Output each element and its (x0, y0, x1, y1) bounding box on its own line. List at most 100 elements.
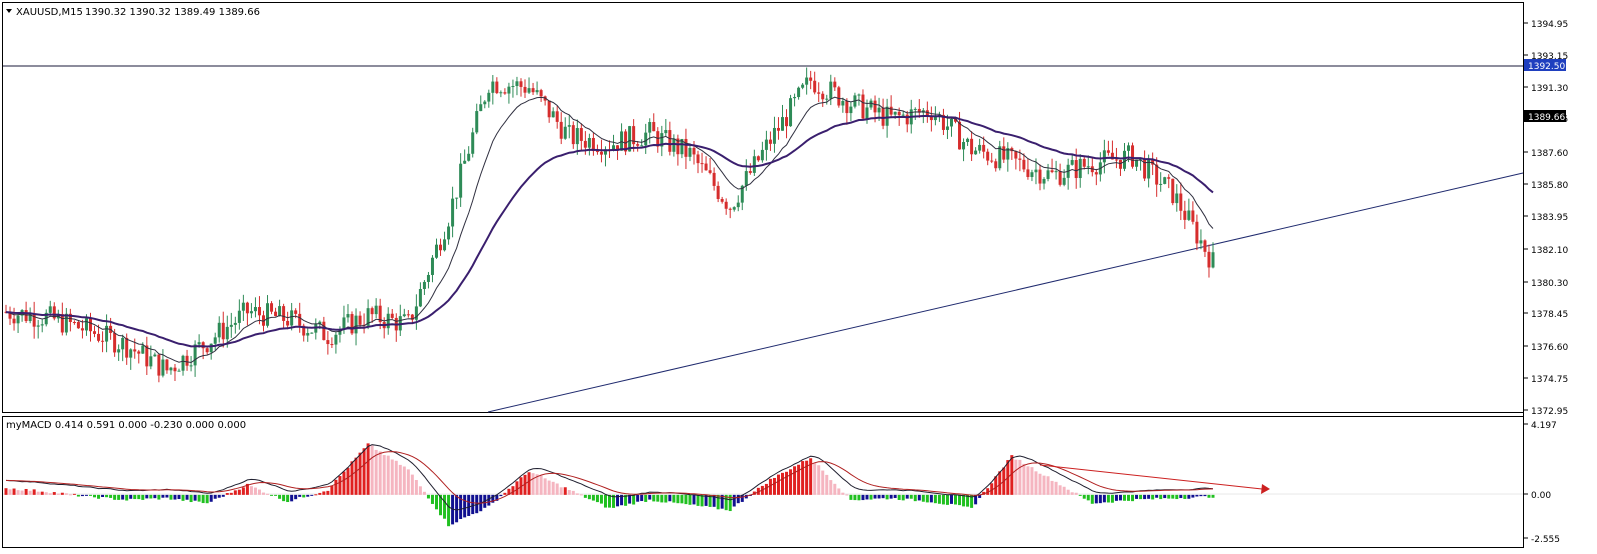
macd-histogram-bar (286, 494, 290, 503)
macd-histogram-bar (1179, 494, 1183, 499)
macd-histogram-bar (1050, 480, 1054, 495)
candle-body (245, 302, 249, 314)
macd-histogram-bar (1090, 494, 1094, 504)
candle-body (306, 333, 310, 336)
macd-histogram-bar (390, 459, 394, 495)
macd-histogram-bar (595, 494, 599, 503)
candle-body (1078, 158, 1082, 179)
macd-histogram-bar (28, 490, 32, 495)
macd-histogram-bar (370, 445, 374, 495)
price-tick: 1383.95 (1531, 213, 1568, 223)
macd-histogram-bar (137, 494, 141, 500)
candle-body (949, 118, 953, 127)
macd-histogram-bar (447, 494, 451, 527)
candle-body (491, 81, 495, 93)
macd-histogram-bar (378, 451, 382, 495)
macd-histogram-bar (1195, 494, 1199, 497)
candle-body (917, 108, 921, 113)
macd-histogram-bar (507, 488, 511, 495)
candle-body (374, 305, 378, 315)
divergence-line[interactable] (1039, 464, 1263, 490)
macd-tick: 4.197 (1531, 421, 1557, 431)
candle-body (587, 137, 591, 148)
macd-histogram-bar (487, 494, 491, 506)
candle-body (905, 114, 909, 125)
candle-body (736, 202, 740, 208)
macd-histogram-bar (475, 494, 479, 514)
candle-body (185, 355, 189, 366)
ma-fast-line (5, 96, 1214, 364)
macd-histogram-bar (1191, 494, 1195, 498)
macd-histogram-bar (511, 486, 515, 495)
price-tick: 1374.75 (1531, 375, 1568, 385)
candle-body (1110, 152, 1114, 160)
candle-body (1211, 252, 1215, 268)
candle-body (36, 325, 40, 327)
candle-body (941, 114, 945, 130)
macd-histogram-bar (88, 494, 92, 496)
candle-body (1147, 159, 1151, 179)
macd-histogram-bar (278, 494, 282, 499)
macd-histogram-bar (1211, 494, 1215, 498)
macd-histogram-bar (941, 494, 945, 505)
candle-body (579, 128, 583, 141)
macd-histogram-bar (173, 494, 177, 500)
candle-body (1139, 158, 1143, 160)
macd-histogram-bar (1106, 494, 1110, 503)
candle-body (290, 310, 294, 326)
macd-histogram-bar (515, 481, 519, 495)
macd-histogram-bar (342, 471, 346, 495)
macd-histogram-bar (358, 452, 362, 495)
macd-histogram-bar (165, 494, 169, 498)
macd-histogram-bar (302, 494, 306, 498)
candle-body (354, 315, 358, 334)
macd-histogram-bar (1074, 492, 1078, 495)
candle-body (266, 303, 270, 326)
candle-body (1022, 159, 1026, 170)
candle-body (998, 146, 1002, 169)
price-tick: 1382.10 (1531, 246, 1568, 256)
ascending-trendline[interactable] (487, 172, 1524, 413)
price-tick: 1385.80 (1531, 181, 1568, 191)
macd-histogram-bar (121, 494, 125, 500)
macd-histogram-bar (181, 494, 185, 501)
macd-histogram-bar (241, 487, 245, 495)
candle-body (1207, 251, 1211, 268)
candle-body (1106, 150, 1110, 153)
macd-histogram-bar (145, 494, 149, 499)
candle-body (700, 163, 704, 165)
candle-body (1006, 148, 1010, 160)
price-tick: 1372.95 (1531, 407, 1568, 417)
macd-histogram-bar (201, 494, 205, 504)
macd-histogram-bar (970, 494, 974, 508)
candle-body (945, 126, 949, 130)
macd-histogram-bar (455, 494, 459, 523)
candle-body (1187, 210, 1191, 220)
macd-histogram-bar (410, 474, 414, 495)
candle-body (483, 101, 487, 105)
macd-histogram-bar (736, 494, 740, 504)
macd-histogram-bar (1038, 473, 1042, 495)
macd-histogram-bar (52, 492, 56, 495)
macd-histogram-bar (547, 480, 551, 495)
title-dropdown-icon[interactable] (6, 9, 12, 13)
macd-histogram-bar (692, 494, 696, 505)
macd-histogram-bar (1127, 494, 1131, 501)
macd-histogram-bar (161, 494, 165, 498)
macd-histogram-bar (1199, 494, 1203, 497)
macd-histogram-bar (990, 483, 994, 495)
candle-body (439, 244, 443, 251)
macd-histogram-bar (640, 494, 644, 502)
candle-body (68, 313, 72, 323)
macd-histogram-bar (599, 494, 603, 504)
macd-histogram-bar (117, 494, 121, 500)
macd-histogram-bar (929, 494, 933, 503)
candle-body (346, 314, 350, 318)
current-price-label-bg (1524, 110, 1566, 122)
candle-body (88, 318, 92, 332)
candle-body (668, 130, 672, 152)
candle-body (463, 160, 467, 164)
candle-body (1030, 172, 1034, 177)
candle-body (173, 367, 177, 372)
